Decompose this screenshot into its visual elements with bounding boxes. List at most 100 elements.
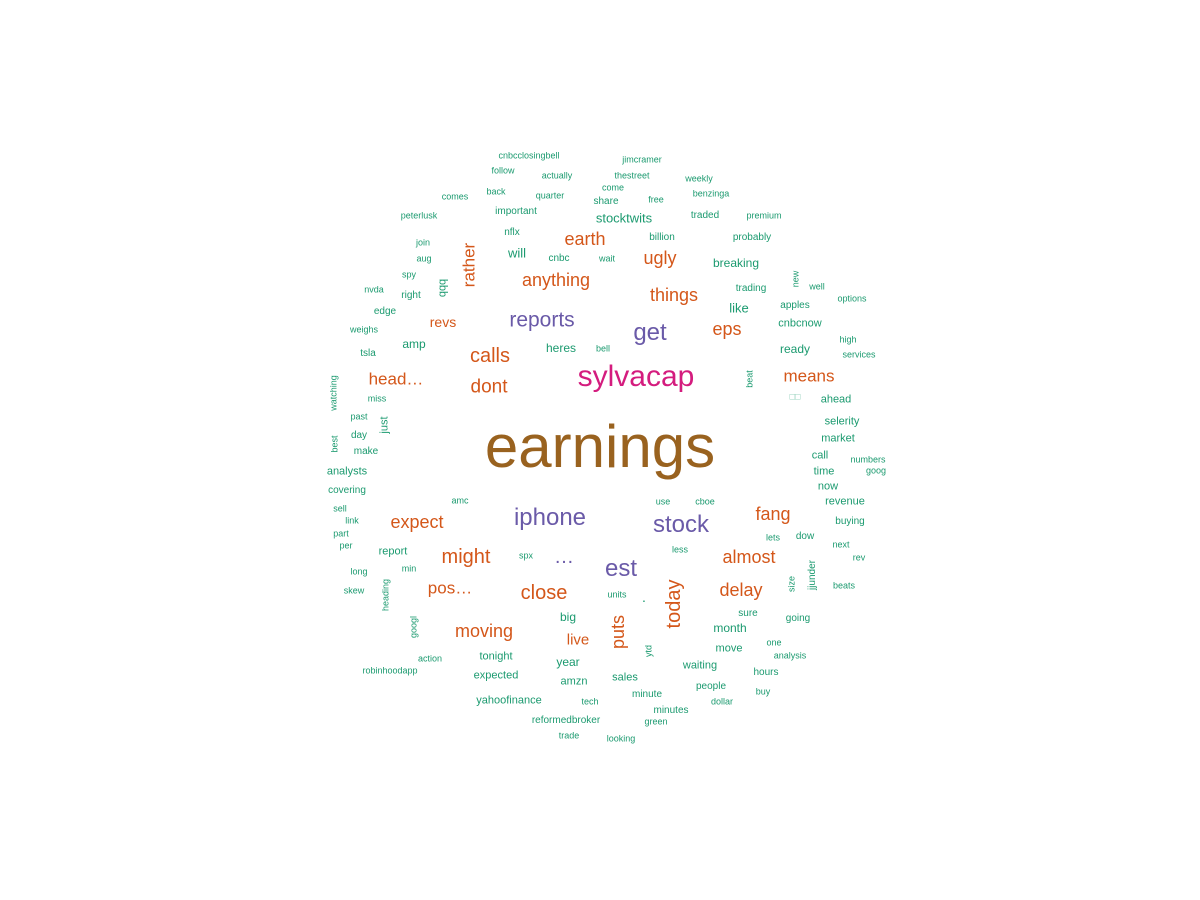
word-weighs-68: weighs bbox=[349, 324, 379, 335]
word-trading-62: trading bbox=[735, 283, 767, 294]
word-premium-47: premium bbox=[746, 210, 782, 221]
word-buy-140: buy bbox=[755, 686, 771, 697]
word-back-38: back bbox=[486, 186, 506, 197]
word-day-85: day bbox=[350, 430, 368, 441]
word-min-113: min bbox=[401, 563, 417, 574]
word-analysts-91: analysts bbox=[326, 465, 368, 478]
word-past-82: past bbox=[350, 411, 368, 422]
word-now-94: now bbox=[817, 480, 839, 493]
word-long-112: long bbox=[350, 566, 368, 577]
word-new-59: new bbox=[790, 270, 801, 288]
word-units-118: units bbox=[607, 589, 627, 600]
word-earth-11: earth bbox=[564, 229, 606, 249]
word-year-132: year bbox=[556, 655, 580, 669]
word-today-26: today bbox=[663, 579, 685, 629]
word-spy-57: spy bbox=[401, 269, 417, 280]
word-qqq-58: qqq bbox=[436, 278, 449, 298]
word-part-103: part bbox=[333, 528, 349, 539]
word-cnbcclosingbell-30: cnbcclosingbell bbox=[498, 150, 560, 161]
word-lets-104: lets bbox=[765, 532, 781, 543]
word-cnbcnow-69: cnbcnow bbox=[778, 317, 822, 330]
word-going-123: going bbox=[785, 613, 811, 624]
word-reformedbroker-146: reformedbroker bbox=[531, 715, 601, 726]
word-options-64: options bbox=[837, 293, 867, 304]
word-revenue-99: revenue bbox=[825, 495, 865, 508]
word-time-92: time bbox=[813, 465, 835, 478]
word-pos-21: pos… bbox=[427, 578, 473, 598]
word-apples-66: apples bbox=[780, 300, 810, 311]
word-beats-120: beats bbox=[832, 580, 856, 591]
word-robinhoodapp-135: robinhoodapp bbox=[362, 665, 418, 676]
word-services-76: services bbox=[842, 349, 876, 360]
word-buying-102: buying bbox=[835, 516, 865, 527]
word-high-73: high bbox=[839, 334, 857, 345]
word-move-127: move bbox=[715, 642, 743, 655]
word-action-130: action bbox=[417, 653, 443, 664]
word-one-126: one bbox=[766, 637, 782, 648]
word-amc-96: amc bbox=[451, 495, 469, 506]
word-amp-70: amp bbox=[402, 337, 426, 351]
word-watching-78: watching bbox=[328, 375, 339, 411]
word-use-97: use bbox=[655, 496, 671, 507]
word-per-106: per bbox=[339, 540, 353, 551]
word-trade-148: trade bbox=[558, 730, 580, 741]
word-reports-5: reports bbox=[509, 308, 575, 332]
word-ahead-80: ahead bbox=[820, 393, 852, 406]
word-probably-50: probably bbox=[732, 232, 772, 243]
word-get-4: get bbox=[633, 319, 667, 346]
word-come-36: come bbox=[601, 182, 625, 193]
word-goog-93: goog bbox=[865, 465, 887, 476]
word-rather-18: rather bbox=[459, 242, 479, 288]
word-sure-122: sure bbox=[738, 608, 758, 619]
word-market-87: market bbox=[821, 432, 855, 445]
word-symbol-81: □□ bbox=[789, 391, 801, 402]
word-minute-141: minute bbox=[631, 689, 663, 700]
word-dollar-144: dollar bbox=[710, 696, 734, 707]
word-revs-17: revs bbox=[429, 314, 457, 330]
word-breaking-55: breaking bbox=[712, 256, 760, 270]
word-stocktwits-45: stocktwits bbox=[595, 210, 653, 226]
word-ytd-129: ytd bbox=[643, 644, 654, 658]
word-sylvacap-1: sylvacap bbox=[577, 360, 695, 393]
word-analysis-128: analysis bbox=[773, 650, 807, 661]
word-expected-136: expected bbox=[473, 669, 519, 682]
word-dont-9: dont bbox=[470, 376, 508, 398]
word-people-139: people bbox=[695, 681, 727, 692]
word-just-83: just bbox=[378, 416, 391, 434]
word-live-24: live bbox=[566, 631, 590, 649]
word-symbol-7: … bbox=[554, 546, 574, 568]
word-sell-100: sell bbox=[333, 503, 347, 514]
word-quarter-39: quarter bbox=[535, 190, 565, 201]
word-skew-116: skew bbox=[343, 585, 365, 596]
word-edge-65: edge bbox=[373, 306, 397, 317]
word-waiting-133: waiting bbox=[682, 659, 718, 672]
word-heading-117: heading bbox=[380, 578, 391, 612]
word-size-115: size bbox=[786, 575, 797, 593]
word-jjunder-114: jjunder bbox=[807, 559, 818, 591]
word-calls-8: calls bbox=[469, 345, 511, 367]
word-less-108: less bbox=[671, 544, 689, 555]
word-next-109: next bbox=[832, 539, 850, 550]
word-moving-23: moving bbox=[454, 621, 514, 641]
word-iphone-2: iphone bbox=[513, 504, 587, 531]
word-report-107: report bbox=[378, 545, 408, 558]
word-yahoofinance-142: yahoofinance bbox=[476, 694, 542, 707]
word-miss-79: miss bbox=[367, 393, 387, 404]
word-minutes-145: minutes bbox=[653, 705, 689, 716]
word-things-13: things bbox=[649, 285, 699, 305]
word-numbers-90: numbers bbox=[850, 454, 886, 465]
word-heres-71: heres bbox=[545, 341, 577, 355]
word-eps-14: eps bbox=[712, 319, 742, 339]
word-right-61: right bbox=[401, 290, 421, 301]
word-puts-25: puts bbox=[608, 614, 628, 650]
word-might-20: might bbox=[441, 546, 491, 568]
word-comes-37: comes bbox=[441, 191, 469, 202]
word-expect-19: expect bbox=[390, 512, 444, 532]
word-ready-75: ready bbox=[779, 342, 811, 356]
word-benzinga-40: benzinga bbox=[692, 188, 730, 199]
word-best-86: best bbox=[329, 435, 340, 453]
word-month-125: month bbox=[713, 621, 747, 635]
word-head-16: head… bbox=[368, 369, 424, 389]
word-symbol-119: · bbox=[641, 592, 647, 608]
